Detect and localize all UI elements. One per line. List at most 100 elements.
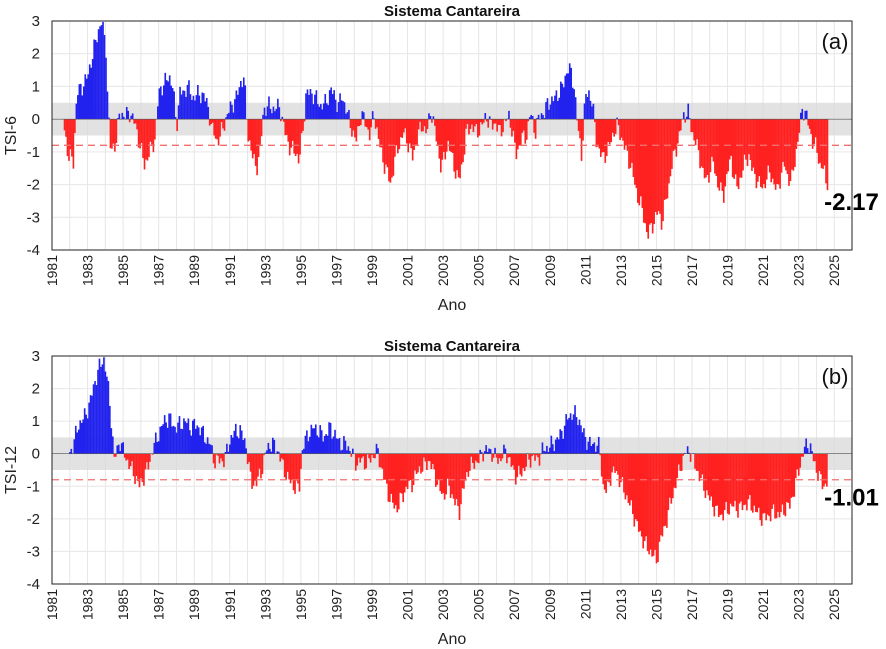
bar [243, 438, 246, 454]
bar [451, 453, 453, 495]
bar [592, 103, 595, 120]
bar [129, 453, 132, 467]
bar [371, 111, 374, 120]
bar [825, 119, 827, 184]
x-tick-label: 1987 [151, 589, 167, 620]
bar [523, 453, 526, 472]
bar [449, 453, 452, 498]
bar [83, 408, 86, 454]
bar [614, 119, 617, 134]
bar [280, 119, 282, 122]
bar [657, 119, 660, 212]
bar [181, 429, 184, 454]
bar [331, 438, 333, 454]
bar [377, 119, 380, 139]
bar [474, 453, 477, 461]
bar [402, 119, 405, 133]
bar [356, 453, 359, 466]
bar [519, 453, 522, 475]
panel-b: 3 2 1 0 -1 -2 -3 -4 1981 1983 1985 1987 1989 1991 199… [3, 338, 879, 648]
bar [531, 115, 534, 120]
bar [141, 453, 144, 482]
y-tick-label: 3 [32, 13, 40, 30]
bar [544, 451, 547, 454]
bar [794, 119, 796, 167]
bar [463, 119, 466, 155]
bar [694, 119, 697, 146]
bar [640, 453, 643, 537]
bar [517, 453, 520, 466]
bar [679, 453, 682, 471]
bar [614, 453, 616, 473]
bar [791, 119, 793, 170]
bar [349, 119, 352, 129]
bar [757, 119, 759, 182]
bar [214, 119, 217, 139]
bar [340, 100, 343, 120]
bar [294, 453, 296, 494]
bar [620, 119, 623, 138]
x-tick-label: 2021 [755, 255, 771, 286]
bar [358, 119, 361, 127]
bar [392, 453, 394, 503]
bar [586, 97, 589, 120]
bar [634, 453, 637, 520]
bar [707, 453, 710, 496]
bar [202, 93, 205, 120]
bar [175, 432, 178, 454]
bar [266, 450, 268, 454]
bar [786, 119, 789, 174]
bar [728, 119, 731, 160]
bar [823, 119, 826, 166]
bar [549, 447, 551, 454]
bar [714, 119, 716, 174]
bar [169, 413, 172, 454]
bar [379, 119, 381, 148]
bar [187, 418, 190, 454]
bar [698, 453, 701, 482]
bar [508, 110, 510, 120]
x-tick-label: 1981 [44, 589, 60, 620]
bar [549, 104, 552, 120]
bar [153, 442, 156, 454]
bar [448, 119, 451, 151]
bar [473, 453, 476, 469]
bar [322, 103, 325, 120]
bar [228, 112, 230, 120]
y-tick-label: -1 [27, 144, 40, 161]
bar [133, 119, 135, 124]
bar [769, 453, 772, 522]
bar [530, 114, 533, 120]
bar [84, 74, 87, 120]
bar [466, 119, 469, 125]
bar [463, 453, 465, 489]
y-tick-label: -1 [27, 478, 40, 495]
x-tick-label: 2007 [506, 589, 522, 620]
bar [223, 119, 226, 131]
bar [541, 442, 544, 454]
bar [260, 119, 263, 137]
bar [138, 453, 141, 488]
bar [632, 453, 634, 514]
bar [416, 119, 418, 145]
bar [376, 119, 378, 128]
x-axis-label: Ano [438, 631, 467, 648]
bar [93, 39, 95, 120]
bar [564, 75, 567, 120]
bar [263, 453, 265, 456]
bar [80, 83, 82, 120]
bar [586, 449, 588, 454]
x-tick-label: 2021 [755, 589, 771, 620]
bar [704, 453, 707, 499]
bar [703, 453, 705, 491]
bar [696, 119, 698, 140]
bar [760, 453, 763, 526]
bar [538, 453, 541, 466]
bar [559, 429, 562, 454]
x-tick-label: 1991 [222, 589, 238, 620]
bar [89, 395, 92, 454]
bar [125, 106, 128, 120]
bar [314, 424, 317, 454]
bar [385, 119, 387, 165]
bar [520, 119, 522, 146]
